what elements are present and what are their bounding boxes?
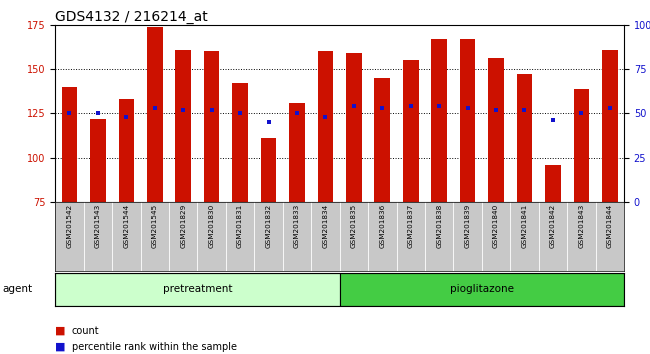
Bar: [432, 39, 447, 202]
Text: ■: ■: [55, 342, 66, 352]
Bar: [118, 99, 134, 202]
Point: [604, 105, 615, 111]
Bar: [90, 119, 106, 202]
Text: GSM201837: GSM201837: [408, 204, 413, 248]
Point: [576, 110, 586, 116]
Point: [292, 110, 302, 116]
Text: GSM201545: GSM201545: [152, 204, 158, 248]
Text: percentile rank within the sample: percentile rank within the sample: [72, 342, 237, 352]
Text: GDS4132 / 216214_at: GDS4132 / 216214_at: [55, 10, 208, 24]
Point: [548, 118, 558, 123]
Bar: [602, 50, 617, 202]
Bar: [62, 87, 77, 202]
Point: [320, 114, 331, 120]
Point: [462, 105, 473, 111]
Point: [121, 114, 131, 120]
Bar: [232, 83, 248, 202]
Point: [434, 103, 445, 109]
Text: agent: agent: [2, 284, 32, 295]
Text: ■: ■: [55, 326, 66, 336]
Text: GSM201834: GSM201834: [322, 204, 328, 248]
Text: GSM201839: GSM201839: [465, 204, 471, 248]
Bar: [488, 58, 504, 202]
Text: GSM201840: GSM201840: [493, 204, 499, 248]
Text: GSM201830: GSM201830: [209, 204, 214, 248]
Text: count: count: [72, 326, 99, 336]
Point: [491, 107, 501, 113]
Bar: [289, 103, 305, 202]
Bar: [176, 50, 191, 202]
Point: [64, 110, 75, 116]
Text: GSM201831: GSM201831: [237, 204, 243, 248]
Point: [377, 105, 387, 111]
Point: [406, 103, 416, 109]
Bar: [318, 51, 333, 202]
Bar: [460, 39, 475, 202]
Text: pioglitazone: pioglitazone: [450, 284, 514, 295]
Point: [207, 107, 217, 113]
Point: [235, 110, 245, 116]
Text: GSM201543: GSM201543: [95, 204, 101, 248]
Bar: [374, 78, 390, 202]
Text: GSM201833: GSM201833: [294, 204, 300, 248]
Bar: [55, 273, 339, 306]
Text: GSM201832: GSM201832: [266, 204, 272, 248]
Bar: [403, 60, 419, 202]
Text: GSM201841: GSM201841: [521, 204, 527, 248]
Bar: [339, 273, 624, 306]
Point: [519, 107, 530, 113]
Text: GSM201829: GSM201829: [180, 204, 186, 248]
Point: [150, 105, 160, 111]
Text: GSM201542: GSM201542: [66, 204, 72, 248]
Text: GSM201838: GSM201838: [436, 204, 442, 248]
Point: [263, 119, 274, 125]
Text: GSM201842: GSM201842: [550, 204, 556, 248]
Point: [178, 107, 188, 113]
Bar: [147, 27, 162, 202]
Text: GSM201835: GSM201835: [351, 204, 357, 248]
Bar: [204, 51, 220, 202]
Bar: [545, 165, 561, 202]
Text: pretreatment: pretreatment: [162, 284, 232, 295]
Bar: [261, 138, 276, 202]
Bar: [346, 53, 361, 202]
Text: GSM201544: GSM201544: [124, 204, 129, 248]
Text: GSM201843: GSM201843: [578, 204, 584, 248]
Bar: [517, 74, 532, 202]
Text: GSM201836: GSM201836: [380, 204, 385, 248]
Point: [348, 103, 359, 109]
Text: GSM201844: GSM201844: [607, 204, 613, 248]
Bar: [573, 88, 589, 202]
Point: [93, 110, 103, 116]
